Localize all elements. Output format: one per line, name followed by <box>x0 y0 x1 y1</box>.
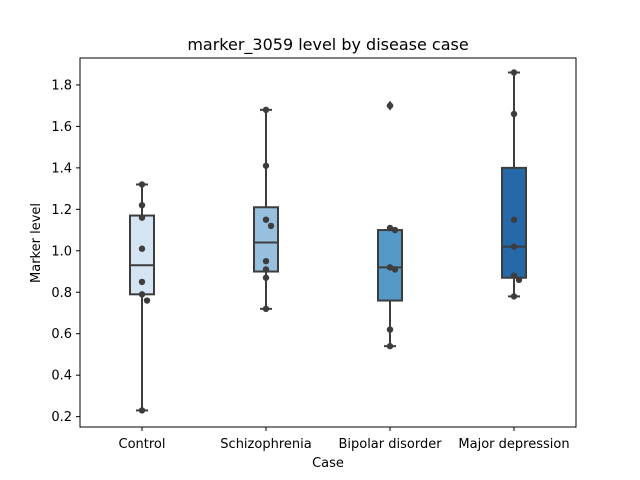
data-point <box>138 214 146 221</box>
data-point <box>510 216 518 223</box>
data-point <box>138 291 146 298</box>
box-group <box>253 106 279 313</box>
data-point <box>138 201 146 209</box>
data-point <box>138 181 146 188</box>
y-tick-label: 1.8 <box>51 78 72 93</box>
y-tick-label: 1.2 <box>51 203 72 218</box>
x-axis-label: Case <box>312 456 344 471</box>
data-point <box>262 266 270 273</box>
data-point <box>510 243 518 250</box>
y-tick-label: 0.4 <box>51 369 72 384</box>
data-point <box>262 257 270 265</box>
data-point <box>391 226 399 234</box>
data-point <box>510 110 518 118</box>
data-point <box>386 326 394 333</box>
y-tick-label: 1.0 <box>51 244 72 259</box>
data-point <box>262 305 270 313</box>
data-point <box>386 102 394 109</box>
data-point <box>510 272 518 279</box>
data-point <box>515 276 523 284</box>
x-tick-label: Bipolar disorder <box>338 437 442 452</box>
data-point <box>386 224 394 232</box>
y-tick-label: 1.6 <box>51 120 72 135</box>
data-point <box>267 222 275 230</box>
data-point <box>138 407 146 414</box>
data-point <box>391 266 399 273</box>
box-group <box>129 181 155 414</box>
x-tick-label: Schizophrenia <box>220 437 311 452</box>
y-tick-label: 0.6 <box>51 327 72 342</box>
y-tick-label: 0.2 <box>51 410 72 425</box>
data-point <box>262 162 270 169</box>
data-point <box>262 216 270 223</box>
data-point <box>138 245 146 252</box>
plot-area: 0.2 0.4 0.6 0.8 1.0 1.2 1.4 1.6 1.8 Control Schizo… <box>51 57 577 452</box>
x-tick-label: Control <box>119 437 166 452</box>
data-point <box>386 342 394 350</box>
data-point <box>143 297 151 304</box>
y-axis-label: Marker level <box>29 203 44 283</box>
box-group <box>377 100 403 350</box>
y-tick-label: 0.8 <box>51 286 72 301</box>
data-point <box>262 274 270 281</box>
y-tick-label: 1.4 <box>51 161 72 176</box>
x-tick-label: Major depression <box>458 437 569 452</box>
plot-frame <box>79 57 577 428</box>
data-point <box>138 278 146 286</box>
data-point <box>386 264 394 271</box>
chart-title: marker_3059 level by disease case <box>187 35 468 55</box>
data-point <box>510 69 518 76</box>
box-group <box>501 69 527 300</box>
data-point <box>262 106 270 114</box>
data-point <box>510 293 518 300</box>
